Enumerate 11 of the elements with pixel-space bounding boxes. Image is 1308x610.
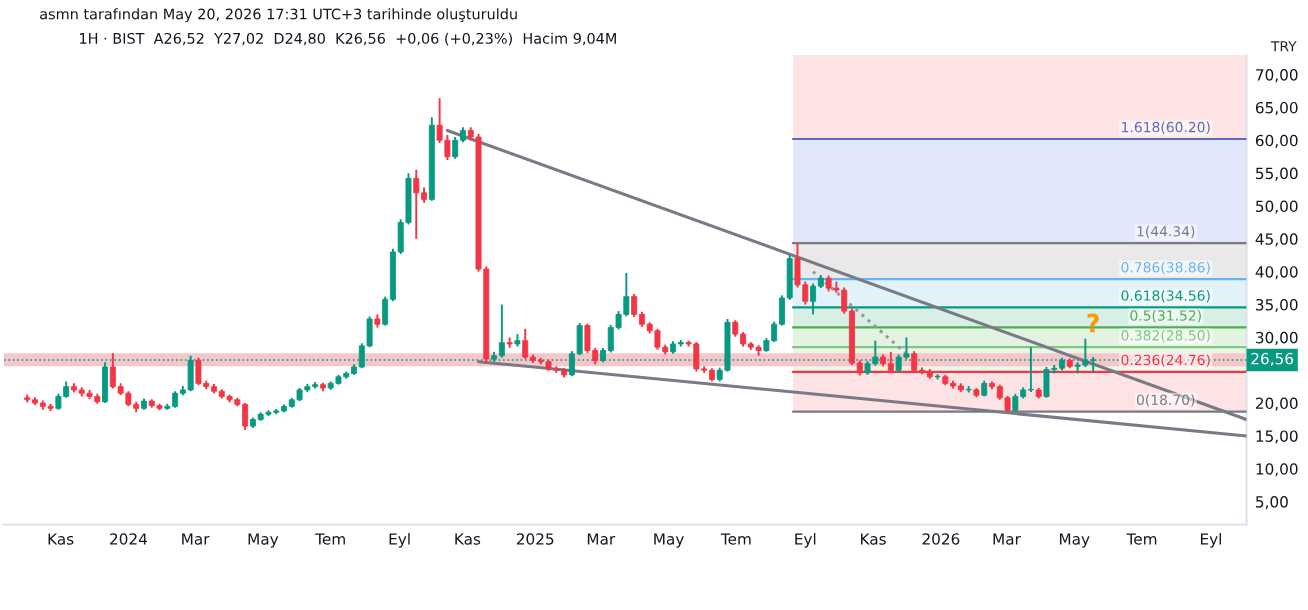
candlestick [413,168,420,240]
candlestick [522,327,529,361]
candlestick [452,136,459,160]
candlestick [631,293,638,318]
candlestick [195,356,202,387]
candlestick [102,361,109,405]
candlestick [109,352,116,390]
candlestick [1043,365,1050,399]
candlestick [654,327,661,351]
candlestick [693,341,700,373]
candlestick [242,402,249,431]
